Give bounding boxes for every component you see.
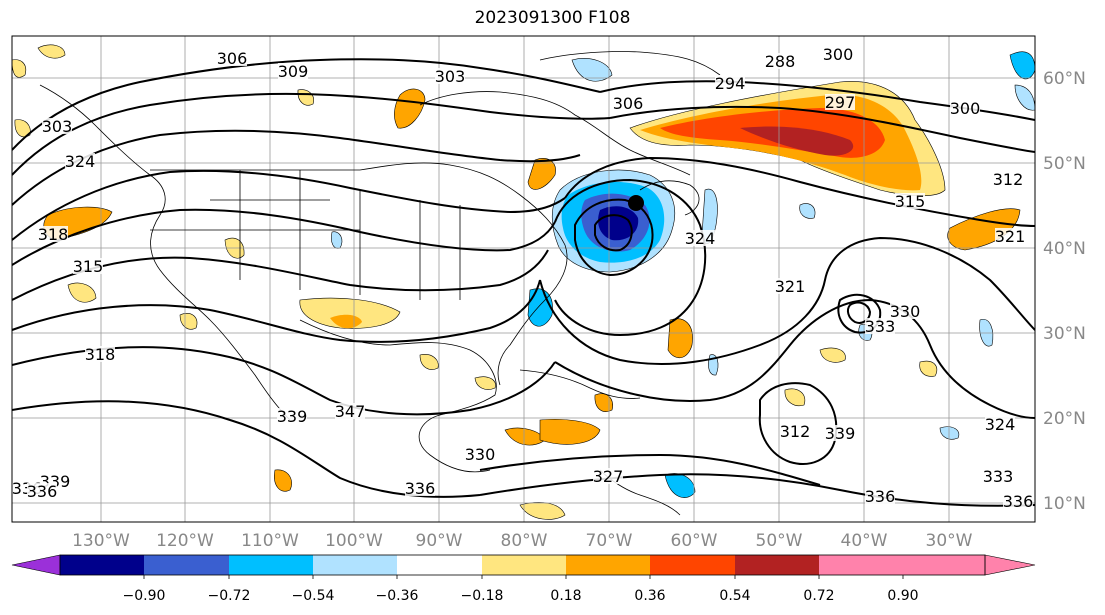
contour-labels: 3063093033033243183153183393473363393363… [12,45,1034,511]
contour-label: 330 [465,445,496,464]
contour-label: 318 [38,225,69,244]
colorbar-tick-label: 0.90 [887,588,918,604]
longitude-label: 130°W [72,531,130,551]
contour-label: 330 [890,302,921,321]
contour-label: 306 [613,94,644,113]
contour-label: 321 [775,277,806,296]
contour-label: 336 [1003,492,1034,511]
colorbar-cell [903,555,985,575]
contour-label: 339 [277,407,308,426]
contour-label: 327 [593,467,624,486]
longitude-label: 60°W [671,531,718,551]
colorbar-tick-label: 0.54 [719,588,750,604]
longitude-labels: 130°W 120°W 110°W 100°W 90°W 80°W 70°W 60°W 50°W… [72,531,973,551]
colorbar-tick-label: −0.54 [292,588,335,604]
contour-label: 318 [85,345,116,364]
contour-label: 312 [993,170,1024,189]
colorbar-tick-label: −0.72 [208,588,251,604]
colorbar-cell [819,555,903,575]
shading-positive-fields [12,44,1021,520]
colorbar-tick-label: 0.18 [550,588,581,604]
longitude-label: 40°W [841,531,888,551]
contour-label: 347 [335,402,366,421]
longitude-label: 120°W [156,531,214,551]
contour-label: 336 [865,487,896,506]
contour-label: 288 [765,52,796,71]
colorbar-tick-label: −0.18 [461,588,504,604]
latitude-label: 30°N [1043,324,1086,344]
contour-label: 336 [27,482,58,501]
colorbar-cell [229,555,313,575]
colorbar [11,554,1036,576]
longitude-label: 70°W [586,531,633,551]
colorbar-cell [397,555,482,575]
contour-label: 306 [217,49,248,68]
colorbar-extend-high [984,554,1036,576]
colorbar-cell [313,555,397,575]
colorbar-tick-label: −0.90 [123,588,166,604]
longitude-label: 50°W [756,531,803,551]
colorbar-cell [566,555,650,575]
colorbar-cell [735,555,819,575]
latitude-labels: 60°N 50°N 40°N 30°N 20°N 10°N [1043,69,1086,514]
longitude-label: 100°W [325,531,383,551]
contour-lines [12,58,1035,507]
colorbar-cell [60,555,144,575]
colorbar-cell [650,555,735,575]
contour-label: 312 [780,422,811,441]
contour-label: 315 [73,257,104,276]
contour-label: 324 [985,415,1016,434]
colorbar-cell [482,555,566,575]
contour-label: 300 [950,99,981,118]
contour-label: 324 [65,152,96,171]
map-title: 2023091300 F108 [474,8,631,28]
contour-label: 303 [42,117,73,136]
colorbar-tick-labels: −0.90 −0.72 −0.54 −0.36 −0.18 0.18 0.36 0.54 0.7… [123,575,919,604]
latitude-label: 60°N [1043,69,1086,89]
colorbar-extend-low [11,554,61,576]
contour-label: 339 [825,424,856,443]
contour-label: 324 [685,229,716,248]
contour-label: 336 [405,479,436,498]
contour-label: 309 [278,62,309,81]
contour-label: 315 [895,192,926,211]
latitude-label: 20°N [1043,409,1086,429]
latitude-label: 10°N [1043,494,1086,514]
longitude-label: 110°W [241,531,299,551]
contour-label: 333 [983,467,1014,486]
contour-label: 321 [995,227,1026,246]
latitude-label: 40°N [1043,239,1086,259]
contour-label: 294 [715,74,746,93]
contour-label: 303 [435,67,466,86]
storm-center-marker [628,195,644,211]
contour-label: 300 [823,45,854,64]
colorbar-cell [144,555,229,575]
longitude-label: 30°W [926,531,973,551]
map-frame [11,35,1036,523]
colorbar-tick-label: −0.36 [376,588,419,604]
contour-label: 297 [825,93,856,112]
latitude-label: 50°N [1043,154,1086,174]
colorbar-tick-label: 0.72 [803,588,834,604]
longitude-label: 80°W [501,531,548,551]
colorbar-tick-label: 0.36 [634,588,665,604]
longitude-label: 90°W [416,531,463,551]
contour-label: 333 [865,317,896,336]
